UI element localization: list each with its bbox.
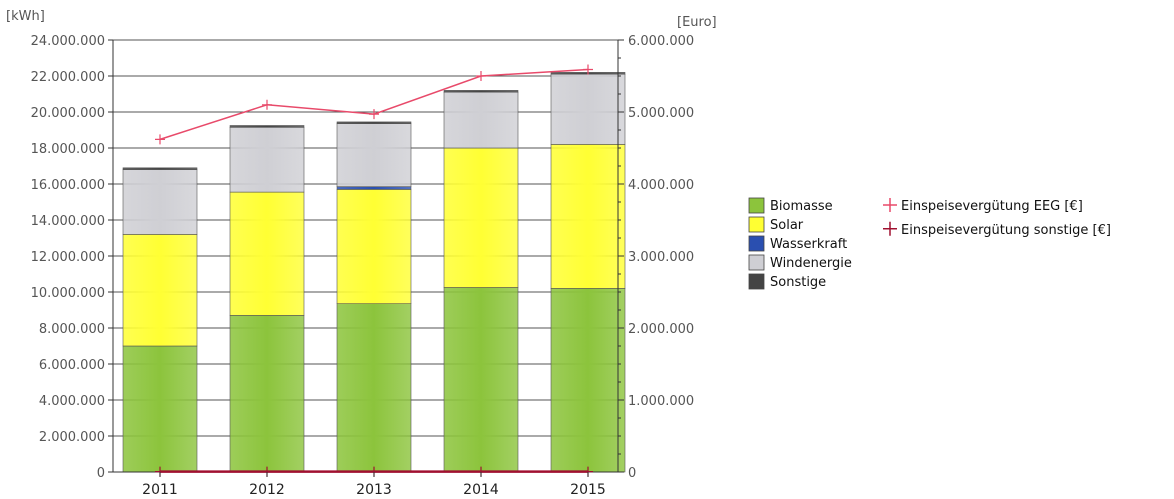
line-point-marker [476, 71, 486, 81]
legend-marker-eeg [883, 198, 897, 212]
bar-segment-biomasse [229, 315, 305, 473]
right-tick-label: 5.000.000 [628, 106, 694, 121]
legend-label-biomasse: Biomasse [770, 199, 833, 214]
bar-segment-biomasse [443, 287, 519, 473]
bar-segment-windenergie [229, 127, 305, 193]
right-tick-label: 1.000.000 [628, 394, 694, 409]
right-tick-label: 4.000.000 [628, 178, 694, 193]
bar-segment-solar [443, 147, 519, 288]
legend-label-wasserkraft: Wasserkraft [770, 237, 847, 252]
x-tick-label: 2013 [356, 482, 392, 498]
left-axis-unit: [kWh] [6, 9, 45, 24]
x-axis-ticks: 2011 2012 2013 2014 2015 [142, 472, 606, 498]
legend-swatch-windenergie [748, 254, 765, 271]
left-tick-label: 24.000.000 [31, 34, 105, 49]
left-axis-ticks: 0 2.000.000 4.000.000 6.000.000 8.000.000 10.… [31, 34, 113, 481]
right-tick-label: 3.000.000 [628, 250, 694, 265]
bar-segment-windenergie [122, 169, 198, 235]
bar-segment-solar [550, 144, 626, 289]
bar-segment-sonstige [443, 90, 519, 93]
x-tick-label: 2015 [570, 482, 606, 498]
right-tick-label: 6.000.000 [628, 34, 694, 49]
left-tick-label: 6.000.000 [39, 358, 105, 373]
left-tick-label: 10.000.000 [31, 286, 105, 301]
right-tick-label: 0 [628, 466, 636, 481]
legend-swatch-wasserkraft [748, 235, 765, 252]
legend: Biomasse Solar Wasserkraft Windenergie Sonst… [748, 197, 1111, 290]
x-tick-label: 2011 [142, 482, 178, 498]
legend-label-sonstige: Einspeisevergütung sonstige [€] [901, 223, 1111, 238]
left-tick-label: 2.000.000 [39, 430, 105, 445]
bar-segment-sonstige [122, 167, 198, 170]
left-tick-label: 20.000.000 [31, 106, 105, 121]
bar-segment-solar [122, 234, 198, 347]
bar-stacks [122, 72, 626, 473]
right-axis-unit: [Euro] [677, 15, 717, 30]
left-tick-label: 16.000.000 [31, 178, 105, 193]
legend-swatch-biomasse [748, 197, 765, 214]
bar-segment-windenergie [336, 123, 412, 187]
x-tick-label: 2014 [463, 482, 499, 498]
left-tick-label: 8.000.000 [39, 322, 105, 337]
line-point-marker [262, 99, 272, 110]
bar-segment-sonstige [336, 121, 412, 125]
bar-segment-wasserkraft [336, 186, 412, 190]
left-tick-label: 12.000.000 [31, 250, 105, 265]
line-point-marker [369, 109, 379, 120]
legend-swatch-solar [748, 216, 765, 233]
legend-label-eeg: Einspeisevergütung EEG [€] [901, 199, 1083, 214]
line-series [155, 64, 593, 477]
legend-label-solar: Solar [770, 218, 804, 233]
left-tick-label: 0 [97, 466, 105, 481]
legend-swatch-sonstige [748, 273, 765, 290]
legend-label-sonstige: Sonstige [770, 275, 826, 290]
bar-segment-biomasse [550, 288, 626, 473]
bar-segment-windenergie [443, 91, 519, 149]
right-tick-label: 2.000.000 [628, 322, 694, 337]
left-tick-label: 4.000.000 [39, 394, 105, 409]
line-point-marker [155, 134, 165, 145]
left-tick-label: 14.000.000 [31, 214, 105, 229]
bar-segment-windenergie [550, 73, 626, 145]
bar-segment-solar [229, 191, 305, 316]
bar-segment-biomasse [122, 345, 198, 473]
left-tick-label: 18.000.000 [31, 142, 105, 157]
left-tick-label: 22.000.000 [31, 70, 105, 85]
line-point-marker [583, 64, 593, 75]
bar-segment-solar [336, 189, 412, 304]
right-axis-ticks: 0 1.000.000 2.000.000 3.000.000 4.000.000 5.0… [618, 34, 694, 481]
x-tick-label: 2012 [249, 482, 285, 498]
bar-segment-sonstige [229, 125, 305, 128]
legend-label-windenergie: Windenergie [770, 256, 852, 271]
bar-segment-biomasse [336, 303, 412, 473]
legend-marker-sonstige [883, 221, 897, 236]
